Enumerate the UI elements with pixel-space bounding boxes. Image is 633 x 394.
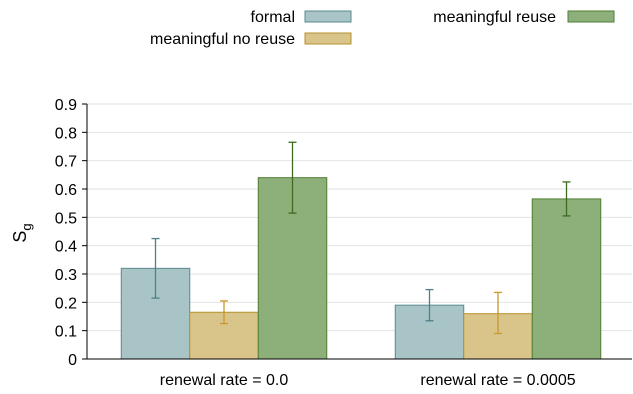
y-tick-label: 0.1 [55,324,77,341]
legend-label: formal [251,9,295,26]
y-tick-label: 0.9 [55,97,77,114]
axes [82,103,632,360]
x-tick-label: renewal rate = 0.0005 [420,372,575,389]
legend-label: meaningful reuse [433,9,556,26]
legend: formal meaningful no reuse meaningful reus… [150,9,615,48]
legend-swatch [567,10,615,23]
y-tick-label: 0.4 [55,239,77,256]
y-tick-label: 0.8 [55,125,77,142]
y-tick-label: 0.6 [55,182,77,199]
legend-swatch [304,10,352,23]
x-tick-labels: renewal rate = 0.0 renewal rate = 0.0005 [160,372,576,389]
error-bars-group [151,141,571,335]
legend-label: meaningful no reuse [150,31,295,48]
x-tick-label: renewal rate = 0.0 [160,372,289,389]
legend-swatch [304,32,352,45]
y-tick-label: 0.7 [55,154,77,171]
bars-group [120,177,602,360]
y-tick-labels: 0 0.1 0.2 0.3 0.4 0.5 0.6 0.7 0.8 0.9 [55,97,77,369]
y-tick-label: 0.3 [55,267,77,284]
y-tick-label: 0.5 [55,210,77,227]
y-tick-label: 0 [68,352,77,369]
y-axis-label: Sg [10,223,34,242]
y-axis-label-main: S [10,231,30,243]
y-axis-label-subscript: g [19,223,34,230]
bar [531,198,602,360]
y-tick-label: 0.2 [55,295,77,312]
